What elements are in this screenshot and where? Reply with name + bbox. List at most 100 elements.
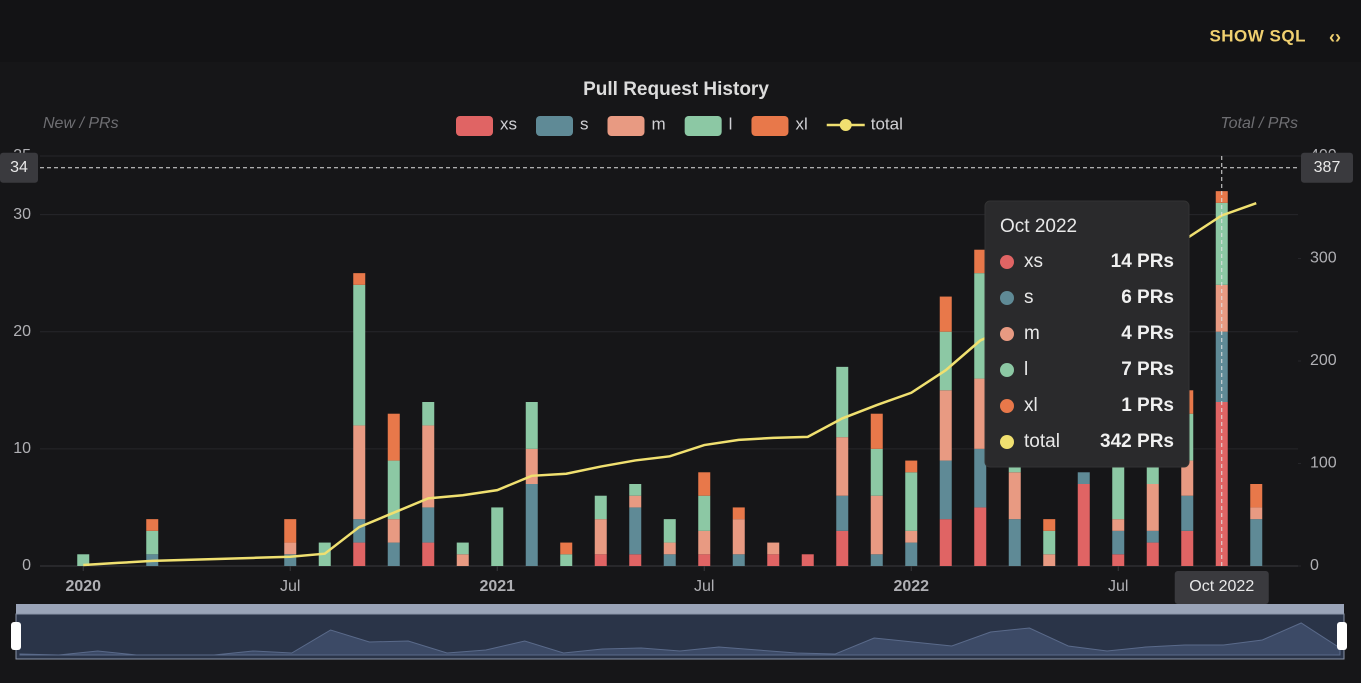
bar-segment bbox=[594, 554, 607, 566]
y-axis-label: New / PRs bbox=[43, 115, 119, 132]
bar-segment bbox=[870, 554, 883, 566]
crosshair-y2-box bbox=[1301, 152, 1353, 183]
bar-segment bbox=[1215, 191, 1228, 203]
bar-segment bbox=[663, 519, 676, 543]
zoom-handle-left[interactable] bbox=[11, 622, 21, 650]
bar-segment bbox=[560, 542, 573, 555]
code-icon[interactable]: ‹› bbox=[1329, 27, 1341, 47]
bar-segment bbox=[1215, 402, 1228, 566]
tooltip-value: 7 PRs bbox=[1121, 359, 1174, 380]
bar-segment bbox=[905, 460, 918, 473]
bar-segment bbox=[939, 460, 952, 520]
bar-segment bbox=[974, 507, 987, 566]
tooltip-dot bbox=[1000, 327, 1014, 341]
y-tick-label: 30 bbox=[13, 206, 31, 223]
bar-segment bbox=[767, 542, 780, 555]
x-tick-label: Jul bbox=[1108, 578, 1128, 595]
tooltip-name: xs bbox=[1024, 251, 1043, 272]
bar-segment bbox=[870, 413, 883, 449]
bar-segment bbox=[1146, 542, 1159, 566]
tooltip-value: 342 PRs bbox=[1100, 431, 1174, 452]
header-band bbox=[0, 0, 1361, 62]
bar-segment bbox=[284, 554, 297, 566]
bar-segment bbox=[629, 507, 642, 555]
legend-label: l bbox=[729, 114, 733, 133]
bar-segment bbox=[870, 495, 883, 555]
tooltip-value: 6 PRs bbox=[1121, 287, 1174, 308]
bar-segment bbox=[732, 519, 745, 555]
bar-segment bbox=[905, 472, 918, 531]
bar-segment bbox=[836, 366, 849, 438]
bar-segment bbox=[974, 378, 987, 449]
bar-segment bbox=[974, 249, 987, 274]
bar-segment bbox=[1008, 519, 1021, 566]
tooltip-value: 4 PRs bbox=[1121, 323, 1174, 344]
tooltip-dot bbox=[1000, 399, 1014, 413]
legend-label: total bbox=[871, 114, 903, 133]
bar-segment bbox=[422, 542, 435, 566]
bar-segment bbox=[422, 425, 435, 508]
zoom-track bbox=[16, 604, 1344, 614]
legend-swatch bbox=[684, 116, 722, 136]
bar-segment bbox=[905, 530, 918, 543]
bar-segment bbox=[767, 554, 780, 566]
bar-segment bbox=[77, 554, 90, 566]
bar-segment bbox=[939, 390, 952, 461]
tooltip-value: 1 PRs bbox=[1121, 395, 1174, 416]
show-sql-button[interactable]: SHOW SQL bbox=[1209, 26, 1306, 45]
bar-segment bbox=[594, 495, 607, 520]
bar-segment bbox=[525, 402, 538, 449]
bar-segment bbox=[1077, 472, 1090, 484]
bar-segment bbox=[663, 554, 676, 566]
legend-label: xs bbox=[500, 114, 517, 133]
zoom-handle-right[interactable] bbox=[1337, 622, 1347, 650]
bar-segment bbox=[939, 519, 952, 566]
legend-swatch bbox=[456, 116, 493, 136]
tooltip-value: 14 PRs bbox=[1111, 251, 1174, 272]
bar-segment bbox=[836, 530, 849, 566]
bar-segment bbox=[1250, 507, 1263, 520]
bar-segment bbox=[698, 472, 711, 496]
legend-swatch bbox=[751, 116, 789, 136]
bar-segment bbox=[284, 542, 297, 555]
bar-segment bbox=[629, 484, 642, 496]
bar-segment bbox=[663, 542, 676, 555]
legend-dot bbox=[839, 119, 852, 131]
bar-segment bbox=[387, 519, 400, 543]
crosshair-y-box bbox=[0, 152, 38, 183]
legend-label: xl bbox=[795, 114, 807, 133]
tooltip-name: s bbox=[1024, 287, 1034, 308]
y2-tick-label: 100 bbox=[1310, 455, 1337, 472]
bar-segment bbox=[456, 554, 469, 566]
bar-segment bbox=[456, 542, 469, 555]
tooltip-title: Oct 2022 bbox=[1000, 216, 1077, 237]
bar-segment bbox=[1181, 495, 1194, 531]
bar-segment bbox=[1250, 484, 1263, 508]
bar-segment bbox=[836, 495, 849, 531]
bar-segment bbox=[698, 495, 711, 531]
bar-segment bbox=[491, 507, 504, 566]
y2-tick-label: 200 bbox=[1310, 352, 1337, 369]
y-tick-label: 0 bbox=[22, 557, 31, 574]
bar-segment bbox=[1250, 519, 1263, 566]
bar-segment bbox=[1043, 554, 1056, 566]
bar-segment bbox=[1112, 519, 1125, 531]
bar-segment bbox=[974, 273, 987, 379]
tooltip-name: xl bbox=[1024, 395, 1038, 416]
bar-segment bbox=[1112, 554, 1125, 566]
y-tick-label: 10 bbox=[13, 440, 31, 457]
bar-segment bbox=[422, 402, 435, 426]
tooltip-name: m bbox=[1024, 323, 1040, 344]
crosshair-y-label: 34 bbox=[10, 159, 28, 176]
bar-segment bbox=[1181, 530, 1194, 566]
tooltip-name: l bbox=[1024, 359, 1028, 380]
bar-segment bbox=[1077, 484, 1090, 566]
bar-segment bbox=[353, 542, 366, 566]
bar-segment bbox=[1215, 284, 1228, 332]
bar-segment bbox=[1043, 519, 1056, 531]
y-tick-label: 20 bbox=[13, 323, 31, 340]
crosshair-x-box bbox=[1174, 571, 1269, 604]
tooltip-dot bbox=[1000, 255, 1014, 269]
x-tick-label: 2022 bbox=[893, 578, 929, 595]
